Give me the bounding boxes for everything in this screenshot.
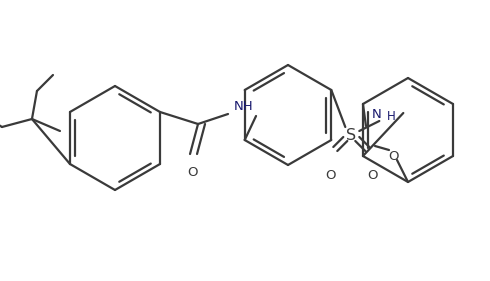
Text: NH: NH — [234, 99, 254, 112]
Text: O: O — [388, 149, 398, 162]
Text: N: N — [371, 108, 381, 121]
Text: O: O — [325, 169, 336, 182]
Text: S: S — [346, 128, 356, 142]
Text: O: O — [187, 166, 197, 179]
Text: H: H — [387, 110, 396, 124]
Text: O: O — [367, 169, 378, 182]
